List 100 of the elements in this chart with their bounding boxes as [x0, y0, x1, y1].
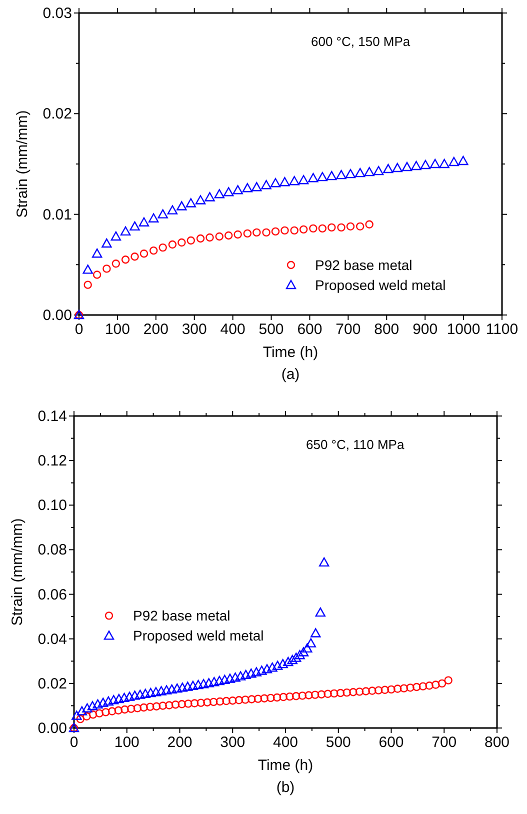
point — [138, 217, 150, 226]
point — [280, 226, 289, 235]
point — [214, 676, 225, 686]
point — [298, 175, 309, 184]
point — [120, 226, 131, 236]
point — [220, 674, 230, 684]
point — [176, 201, 187, 210]
x-tick-label: 700 — [336, 321, 361, 338]
point — [432, 680, 440, 689]
point — [298, 692, 307, 700]
point — [124, 692, 135, 701]
point — [252, 182, 262, 192]
point — [234, 230, 242, 239]
point — [279, 692, 288, 702]
point — [209, 676, 220, 686]
x-tick-label: 800 — [374, 321, 400, 338]
point — [299, 225, 308, 234]
point — [114, 706, 123, 714]
annotation: 600 °C, 150 MPa — [311, 34, 411, 49]
point — [336, 170, 346, 180]
point — [178, 700, 186, 708]
x-tick-label: 100 — [104, 321, 130, 338]
point — [177, 682, 188, 692]
point — [262, 228, 270, 237]
point — [286, 692, 294, 701]
point — [171, 700, 180, 709]
x-tick-label: 400 — [272, 734, 298, 751]
point — [380, 686, 390, 694]
y-tick-label: 0.00 — [38, 720, 67, 737]
legend-label: P92 base metal — [133, 608, 230, 624]
y-tick-label: 0.04 — [38, 630, 67, 648]
point — [345, 168, 356, 178]
point — [278, 658, 288, 668]
point — [214, 189, 224, 198]
point — [166, 684, 177, 694]
point — [88, 710, 98, 719]
point — [393, 684, 402, 693]
point — [140, 703, 148, 712]
point — [216, 697, 224, 706]
point — [430, 158, 440, 168]
y-tick-label: 0.03 — [42, 5, 72, 22]
point — [112, 260, 120, 268]
point — [198, 678, 209, 688]
x-tick-label: 1000 — [446, 321, 480, 338]
point — [82, 712, 91, 721]
point — [290, 652, 302, 662]
point — [243, 229, 252, 238]
point — [114, 694, 124, 704]
x-tick-label: 0 — [74, 321, 84, 338]
point — [92, 699, 103, 708]
point — [272, 660, 283, 670]
x-tick-label: 600 — [378, 734, 404, 751]
point — [196, 234, 205, 243]
point — [234, 696, 244, 704]
x-tick-label: 500 — [258, 321, 284, 338]
point — [119, 692, 130, 702]
point — [308, 172, 318, 182]
point — [146, 688, 156, 698]
point — [230, 672, 240, 682]
point — [134, 690, 146, 699]
x-tick-label: 400 — [220, 321, 246, 338]
point — [317, 172, 328, 182]
point — [108, 695, 119, 704]
point — [206, 233, 214, 242]
point — [261, 180, 272, 190]
point — [365, 220, 374, 228]
point — [292, 692, 300, 700]
point — [127, 704, 136, 713]
point — [246, 668, 256, 678]
point — [330, 689, 338, 698]
point — [76, 714, 84, 724]
point — [420, 160, 431, 170]
point — [342, 688, 351, 697]
point — [108, 707, 116, 716]
point — [304, 691, 313, 700]
point — [158, 209, 168, 218]
point — [272, 693, 282, 702]
point — [266, 694, 275, 702]
point — [418, 682, 428, 690]
point — [294, 650, 305, 660]
point — [150, 687, 162, 696]
point — [328, 223, 336, 232]
point — [355, 688, 364, 696]
x-tick-label: 200 — [143, 321, 168, 338]
x-tick-label: 800 — [484, 734, 510, 751]
point — [383, 164, 394, 174]
legend-label: Proposed weld metal — [315, 277, 446, 293]
point — [254, 694, 262, 703]
point — [251, 667, 262, 676]
point — [364, 166, 374, 176]
point — [190, 699, 199, 708]
point — [373, 166, 384, 176]
point — [346, 222, 355, 231]
point — [82, 703, 92, 712]
point — [241, 696, 250, 704]
point — [298, 647, 309, 656]
point — [196, 698, 205, 707]
point — [412, 682, 421, 692]
y-tick-label: 0.10 — [38, 497, 67, 514]
point — [158, 243, 167, 252]
